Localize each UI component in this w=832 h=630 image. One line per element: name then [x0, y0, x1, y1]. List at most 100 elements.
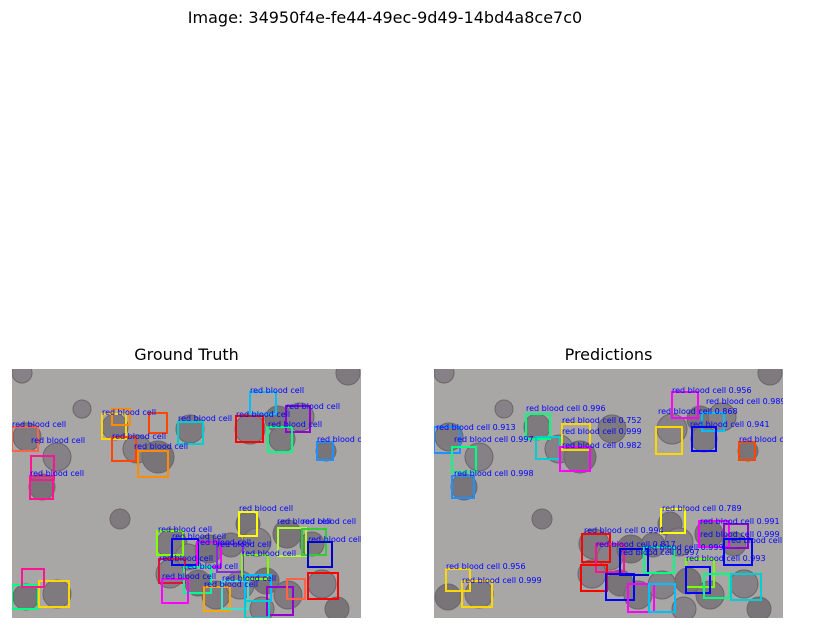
gt-box-label: red blood cell	[12, 420, 66, 429]
pred-bounding-box	[723, 523, 749, 549]
pred-bounding-box	[595, 543, 625, 573]
pred-bounding-box	[451, 446, 477, 473]
gt-bounding-box	[277, 527, 307, 557]
gt-box-label: red blood cell	[250, 386, 304, 395]
pred-bounding-box	[701, 412, 725, 432]
cell-blob	[42, 579, 72, 609]
pred-box-label: red blood cell 0.868	[658, 407, 738, 416]
gt-box-label: red blood cell	[197, 538, 251, 547]
gt-box-label: red blood cell	[158, 525, 212, 534]
gt-bounding-box	[111, 436, 137, 462]
pred-bounding-box	[685, 566, 711, 594]
pred-box-label: red blood cell 0.997	[454, 435, 534, 444]
cell-blob	[597, 414, 627, 444]
pred-bounding-box	[723, 538, 753, 566]
gt-box-label: red blood cell	[184, 562, 238, 571]
pred-box-label: red blood cell 0.993	[686, 554, 766, 563]
gt-box-label: red blood cell	[134, 442, 188, 451]
pred-box-label: red blood cell 0.789	[662, 504, 742, 513]
gt-box-label: red blood cell	[217, 540, 271, 549]
gt-box-label: red blood cell	[239, 504, 293, 513]
gt-bounding-box	[307, 572, 339, 600]
pred-box-label: red blood cell 0.994	[584, 526, 664, 535]
gt-bounding-box	[38, 580, 70, 608]
gt-box-label: red blood cell	[159, 554, 213, 563]
pred-bounding-box	[559, 446, 591, 472]
gt-box-label: red blood cell	[286, 402, 340, 411]
cell-blob	[746, 596, 772, 618]
gt-bounding-box	[221, 580, 249, 610]
pred-box-label: red blood cell 0.817	[596, 540, 676, 549]
predictions-title: Predictions	[564, 345, 653, 364]
cell-blob	[434, 583, 462, 611]
cell-blob	[335, 369, 361, 386]
gt-box-label: red blood cell	[308, 535, 361, 544]
gt-box-label: red blood cell	[236, 410, 290, 419]
gt-box-label: red blood cell	[30, 469, 84, 478]
pred-box-label: red blood cell 0.752	[562, 416, 642, 425]
cell-blob	[72, 399, 92, 419]
pred-box-label: red blood cell 0.941	[690, 420, 770, 429]
cell-blob	[12, 369, 33, 384]
gt-bounding-box	[285, 405, 311, 433]
gt-bounding-box	[286, 578, 306, 600]
gt-box-label: red blood cell	[102, 408, 156, 417]
pred-bounding-box	[561, 423, 591, 451]
gt-bounding-box	[203, 586, 231, 612]
gt-box-label: red blood cell	[222, 574, 276, 583]
pred-box-label: red blood cell 0.997	[620, 548, 700, 557]
gt-bounding-box	[307, 541, 333, 568]
pred-bounding-box	[643, 546, 675, 574]
pred-bounding-box	[671, 391, 699, 419]
pred-bounding-box	[605, 573, 635, 601]
gt-bounding-box	[238, 511, 258, 537]
pred-bounding-box	[451, 475, 475, 499]
cell-blob	[494, 399, 514, 419]
predictions-overlay: red blood cell 0.956 red blood cell 0.989…	[434, 369, 783, 618]
gt-bounding-box	[12, 426, 39, 452]
cell-blob	[307, 569, 337, 599]
gt-box-label: red blood cell	[302, 517, 356, 526]
gt-box-label: red blood cell	[31, 436, 85, 445]
pred-bounding-box	[655, 426, 683, 455]
gt-bounding-box	[111, 408, 131, 426]
gt-bounding-box	[29, 475, 54, 500]
pred-bounding-box	[691, 426, 717, 452]
pred-box-label: red blood cell 0.996	[526, 404, 606, 413]
pred-bounding-box	[461, 580, 493, 608]
gt-bounding-box	[177, 421, 204, 445]
gt-bounding-box	[148, 412, 168, 434]
cell-blob	[531, 508, 553, 530]
gt-bounding-box	[249, 391, 277, 415]
pred-box-label: red blood cell 0.956	[672, 386, 752, 395]
pred-box-label: red blood cell 0.982	[562, 441, 642, 450]
pred-bounding-box	[660, 508, 686, 534]
cell-blob	[464, 442, 494, 472]
gt-bounding-box	[316, 441, 334, 461]
pred-box-label: red blood cell 0.989	[706, 397, 783, 406]
gt-bounding-box	[267, 426, 293, 453]
pred-box-label: red blood cell 1.000	[728, 536, 783, 545]
pred-bounding-box	[627, 583, 655, 613]
gt-bounding-box	[137, 450, 169, 478]
pred-box-label: red blood cell 0.999	[562, 427, 642, 436]
figure-title: Image: 34950f4e-fe44-49ec-9d49-14bd4a8ce…	[187, 8, 583, 27]
pred-box-label: red blood cell 0.998	[454, 469, 534, 478]
cell-blob	[664, 527, 694, 557]
gt-box-label: red blood cell	[172, 532, 226, 541]
gt-bounding-box	[235, 415, 264, 443]
pred-box-label: red blood cell 0.999	[462, 576, 542, 585]
gt-box-label: red blood cell	[112, 432, 166, 441]
gt-box-label: red blood cell	[242, 549, 296, 558]
pred-bounding-box	[525, 413, 551, 440]
cell-blob	[324, 596, 350, 618]
pred-bounding-box	[698, 520, 730, 548]
gt-box-label: red blood cell	[268, 420, 322, 429]
gt-bounding-box	[30, 455, 55, 481]
pred-box-label: red blood cell 0.981	[739, 435, 783, 444]
gt-box-label: red blood cell	[178, 414, 232, 423]
pred-box-label: red blood cell 0.999	[644, 543, 724, 552]
gt-box-label: red blood cell	[204, 580, 258, 589]
gt-bounding-box	[156, 530, 184, 556]
